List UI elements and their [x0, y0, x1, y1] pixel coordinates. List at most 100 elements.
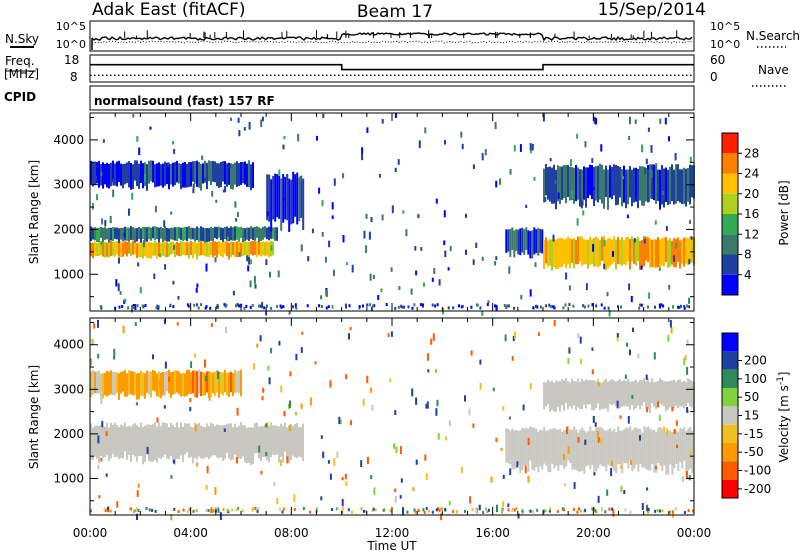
scatter-cell [589, 379, 591, 405]
scatter-cell [677, 431, 680, 471]
scatter-cell [611, 379, 613, 405]
scatter-cell [685, 381, 687, 407]
scatter-cell [519, 228, 522, 256]
scatter-cell [224, 241, 226, 254]
scatter-cell [94, 161, 96, 185]
scatter-cell [617, 237, 619, 264]
scatter-cell [208, 228, 210, 242]
scatter-cell [140, 228, 142, 243]
scatter-cell [541, 229, 544, 254]
scatter-cell [527, 230, 530, 255]
scatter-cell [685, 237, 687, 264]
scatter-cell [274, 173, 277, 222]
scatter-cell [579, 169, 581, 207]
scatter-cell [250, 241, 252, 255]
scatter-speckle [674, 153, 677, 161]
scatter-cell [573, 426, 576, 470]
scatter-cell [298, 426, 300, 457]
scatter-cell [206, 162, 208, 190]
scatter-cell [216, 163, 218, 187]
scatter-speckle [365, 213, 368, 219]
scatter-cell [192, 370, 194, 394]
scatter-speckle [646, 487, 649, 491]
scatter-cell [575, 381, 577, 411]
near-range-noise [154, 509, 157, 513]
scatter-speckle [672, 305, 674, 309]
scatter-cell [569, 238, 571, 269]
scatter-cell [667, 430, 670, 475]
scatter-speckle [689, 219, 691, 224]
near-range-noise [389, 509, 392, 513]
scatter-speckle [113, 348, 116, 357]
scatter-speckle [341, 498, 344, 507]
scatter-speckle [321, 200, 324, 207]
near-range-noise [362, 304, 364, 308]
scatter-speckle [402, 210, 405, 214]
near-range-noise [351, 510, 354, 514]
scatter-cell [677, 164, 679, 202]
scatter-speckle [205, 484, 208, 491]
scatter-cell [623, 240, 625, 264]
scatter-cell [549, 429, 552, 473]
scatter-cell [563, 239, 565, 265]
scatter-speckle [529, 383, 532, 390]
freq-tick-hi: 18 [64, 53, 79, 67]
scatter-speckle [210, 323, 213, 327]
scatter-cell [511, 428, 514, 469]
scatter-speckle [603, 263, 606, 270]
near-range-noise [464, 509, 466, 513]
scatter-cell [90, 243, 92, 257]
near-range-noise [256, 509, 259, 513]
scatter-speckle [438, 279, 441, 286]
near-range-noise [411, 306, 414, 310]
scatter-speckle [529, 143, 532, 151]
scatter-cell [208, 425, 210, 460]
scatter-speckle [320, 295, 323, 300]
near-range-noise [371, 509, 374, 513]
scatter-cell [254, 241, 256, 255]
near-range-noise [266, 304, 268, 308]
scatter-speckle [289, 400, 291, 408]
near-range-noise [223, 303, 226, 307]
scatter-cell [202, 426, 204, 459]
scatter-cell [164, 422, 166, 455]
scatter-cell [537, 227, 540, 256]
scatter-cell [639, 429, 642, 465]
scatter-cell [581, 427, 584, 471]
scatter-speckle [265, 423, 268, 428]
scatter-speckle [300, 403, 303, 410]
scatter-speckle [91, 338, 94, 345]
scatter-speckle [633, 238, 636, 243]
scatter-speckle [509, 169, 512, 175]
scatter-cell [158, 241, 160, 257]
scatter-speckle [686, 339, 689, 346]
scatter-cell [603, 169, 605, 209]
scatter-speckle [177, 296, 180, 300]
scatter-cell [663, 381, 665, 407]
scatter-cell [655, 239, 657, 268]
scatter-speckle [393, 443, 396, 449]
scatter-speckle [391, 205, 394, 214]
near-range-noise [611, 507, 614, 511]
scatter-cell [511, 227, 514, 251]
scatter-cell [162, 228, 164, 243]
scatter-cell [176, 242, 178, 256]
scatter-speckle [270, 245, 273, 251]
scatter-cell [647, 237, 649, 263]
near-range-noise [532, 510, 535, 514]
scatter-cell [134, 423, 136, 457]
scatter-cell [152, 160, 154, 183]
near-range-noise [564, 303, 567, 307]
near-range-noise [294, 303, 297, 307]
scatter-speckle [154, 205, 157, 213]
scatter-cell [669, 238, 671, 267]
scatter-cell [621, 169, 623, 207]
scatter-speckle [286, 456, 289, 464]
scatter-cell [272, 227, 274, 239]
scatter-cell [683, 167, 685, 205]
scatter-speckle [445, 436, 447, 441]
scatter-speckle [91, 203, 94, 210]
scatter-speckle [238, 130, 241, 137]
scatter-cell [545, 164, 547, 196]
scatter-cell [184, 242, 186, 256]
